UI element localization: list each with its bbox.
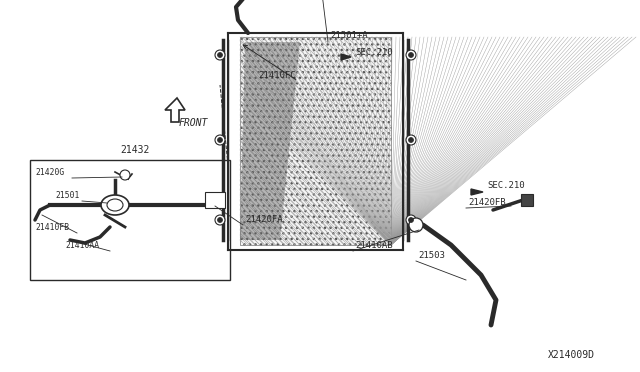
Text: SEC.210: SEC.210 bbox=[487, 181, 525, 190]
Circle shape bbox=[408, 52, 413, 58]
Circle shape bbox=[409, 218, 423, 232]
Circle shape bbox=[406, 215, 416, 225]
Ellipse shape bbox=[101, 195, 129, 215]
Text: 21410AA: 21410AA bbox=[65, 241, 99, 250]
Text: X214009D: X214009D bbox=[548, 350, 595, 360]
Circle shape bbox=[218, 52, 223, 58]
Polygon shape bbox=[240, 42, 300, 240]
Bar bbox=[205, 192, 225, 208]
Circle shape bbox=[215, 50, 225, 60]
Circle shape bbox=[218, 138, 223, 142]
Text: 21501: 21501 bbox=[55, 191, 79, 200]
Circle shape bbox=[215, 135, 225, 145]
Bar bbox=[521, 194, 533, 206]
Text: 21410AB: 21410AB bbox=[355, 241, 392, 250]
Circle shape bbox=[215, 215, 225, 225]
Bar bbox=[30, 160, 230, 280]
Circle shape bbox=[408, 218, 413, 222]
Bar bbox=[240, 37, 391, 245]
Bar bbox=[240, 37, 391, 245]
Text: 21432: 21432 bbox=[120, 145, 149, 155]
Circle shape bbox=[406, 135, 416, 145]
Polygon shape bbox=[471, 189, 483, 195]
Circle shape bbox=[120, 170, 130, 180]
Text: 21420FA: 21420FA bbox=[245, 215, 283, 224]
Polygon shape bbox=[165, 98, 185, 122]
Circle shape bbox=[408, 138, 413, 142]
Text: 21410FB: 21410FB bbox=[35, 223, 69, 232]
Text: FRONT: FRONT bbox=[179, 118, 209, 128]
Text: 21420G: 21420G bbox=[35, 168, 64, 177]
Circle shape bbox=[218, 218, 223, 222]
Text: 21503: 21503 bbox=[418, 251, 445, 260]
Ellipse shape bbox=[107, 199, 123, 211]
Text: 21420FB: 21420FB bbox=[468, 198, 506, 207]
Text: 21410FC: 21410FC bbox=[258, 71, 296, 80]
Circle shape bbox=[406, 50, 416, 60]
Text: 21501+A: 21501+A bbox=[330, 31, 367, 40]
Polygon shape bbox=[341, 54, 351, 60]
Text: SEC.210: SEC.210 bbox=[355, 48, 392, 57]
